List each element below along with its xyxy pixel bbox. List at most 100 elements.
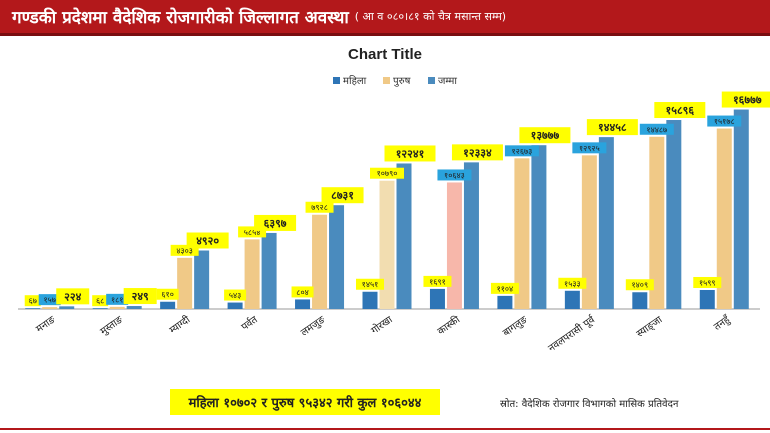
data-label-bg <box>38 294 61 306</box>
data-label: १४४८७ <box>646 125 667 134</box>
data-label-bg <box>106 293 129 305</box>
category-label: मुस्ताङ <box>98 314 125 337</box>
page-title: गण्डकी प्रदेशमा वैदेशिक रोजगारीको जिल्ला… <box>12 8 349 28</box>
data-label-bg <box>490 282 519 294</box>
bar-female <box>227 302 243 309</box>
data-label: १२३३४ <box>463 146 492 159</box>
bar-female <box>160 301 176 309</box>
bar-male <box>649 136 665 309</box>
data-label: १६७७७ <box>733 94 762 107</box>
bar-total <box>59 306 75 309</box>
summary-box: महिला १०७०२ र पुरुष ९५३४२ गरी कुल १०६०४४ <box>170 389 440 415</box>
data-label: ४३०३ <box>176 246 193 255</box>
data-label: १५७ <box>43 296 55 305</box>
data-label-bg <box>654 102 706 119</box>
chart-title: Chart Title <box>348 46 422 63</box>
category-label: कास्की <box>435 313 462 337</box>
data-label-bg <box>356 278 384 290</box>
bar-male <box>244 239 260 309</box>
header-banner: गण्डकी प्रदेशमा वैदेशिक रोजगारीको जिल्ला… <box>0 0 770 36</box>
bar-total <box>194 250 210 309</box>
bottom-divider <box>0 428 770 430</box>
bar-female <box>429 288 445 309</box>
bar-male <box>446 182 462 309</box>
data-label: १०७९० <box>377 169 398 178</box>
bar-male <box>109 306 125 309</box>
data-label: ६३९७ <box>264 217 287 230</box>
data-label: २४९ <box>132 290 149 303</box>
category-label: मनाङ <box>34 314 58 335</box>
data-label: १४०९ <box>631 281 648 290</box>
data-label-bg <box>639 123 674 135</box>
category-label: म्याग्दी <box>167 313 193 336</box>
legend-label: पुरुष <box>393 76 411 87</box>
bar-male <box>379 180 395 309</box>
source-note: स्रोत: वैदेशिक रोजगार विभागको मासिक प्रत… <box>500 399 679 410</box>
data-label: १२२४१ <box>396 147 425 160</box>
data-label: १४४५८ <box>598 121 627 134</box>
bar-female <box>632 292 648 309</box>
legend-swatch <box>333 77 340 84</box>
data-label-bg <box>254 214 297 231</box>
data-label-bg <box>572 142 607 154</box>
bar-total <box>396 163 412 309</box>
bar-total <box>733 109 749 310</box>
legend-swatch <box>428 77 435 84</box>
data-label-bg <box>186 232 229 249</box>
data-label-bg <box>56 288 90 305</box>
category-label: गोरखा <box>369 313 395 336</box>
data-label: ८७३१ <box>331 189 354 202</box>
data-label: १५९९ <box>699 278 716 287</box>
category-label: स्याङ्जा <box>635 314 665 340</box>
data-label-bg <box>238 226 267 238</box>
data-label: ११०४ <box>497 284 514 293</box>
data-label-bg <box>24 295 41 307</box>
data-label-bg <box>707 115 742 127</box>
bar-female <box>564 290 580 309</box>
bar-female <box>362 291 378 309</box>
data-label: ६७ <box>29 297 37 306</box>
data-label-bg <box>423 275 452 287</box>
bar-total <box>261 232 277 309</box>
bar-female <box>699 289 715 309</box>
data-label-bg <box>451 144 503 161</box>
data-label: ६१० <box>161 290 173 299</box>
category-label: बागलुङ <box>501 314 530 339</box>
data-label-bg <box>305 201 334 213</box>
bar-total <box>126 306 142 309</box>
category-label: पर्वत <box>239 313 260 333</box>
bar-total <box>531 145 547 309</box>
bar-female <box>25 308 41 309</box>
bar-female <box>295 299 311 309</box>
data-label: १५३३ <box>564 279 581 288</box>
data-label: १०६४३ <box>444 171 465 180</box>
data-label: १४५१ <box>362 280 379 289</box>
data-label-bg <box>693 276 722 288</box>
data-label-bg <box>519 127 571 144</box>
data-label-bg <box>586 119 638 136</box>
data-label-bg <box>437 169 472 181</box>
data-label: ७९२८ <box>311 203 328 212</box>
bar-total <box>598 137 614 309</box>
bar-total <box>666 120 682 309</box>
data-label-bg <box>156 288 179 300</box>
data-label-bg <box>384 145 436 162</box>
data-label: १८१ <box>111 295 123 304</box>
data-label-bg <box>625 279 654 291</box>
data-label-bg <box>123 288 157 305</box>
category-label: लमजुङ <box>299 314 328 339</box>
data-label: १५८९६ <box>666 104 695 117</box>
data-label: २२४ <box>64 290 81 303</box>
category-label: तनहुँ <box>712 313 734 334</box>
data-label-bg <box>721 91 770 108</box>
data-label: ५४३ <box>229 291 241 300</box>
legend-label: जम्मा <box>438 76 457 87</box>
data-label-bg <box>558 277 587 289</box>
data-label-bg <box>92 295 109 307</box>
data-label: १५१७८ <box>714 117 735 126</box>
data-label-bg <box>291 286 314 298</box>
bar-female <box>92 308 108 309</box>
bar-female <box>497 295 513 309</box>
data-label: ८०४ <box>296 288 308 297</box>
